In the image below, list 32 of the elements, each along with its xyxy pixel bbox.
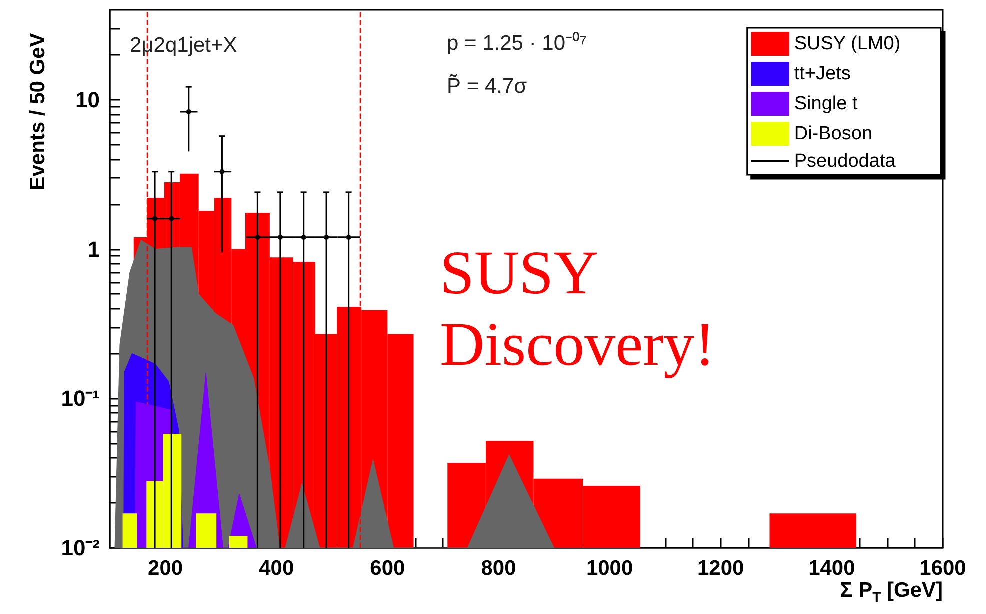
x-tick-label: 1200	[698, 557, 744, 580]
x-axis-title: Σ P$_{T}$ [GeV]	[840, 579, 943, 606]
point	[255, 234, 260, 240]
x-tick-label: 1600	[920, 557, 966, 580]
y-tick-label: 10	[76, 87, 100, 112]
point	[346, 234, 352, 240]
point	[301, 234, 306, 240]
legend-label: tt+Jets	[794, 64, 851, 84]
point	[278, 234, 283, 240]
x-tick-label: 1400	[808, 557, 856, 580]
y-tick-label: 1	[88, 236, 100, 262]
annotation: SUSY Discovery!	[440, 240, 716, 379]
legend-label: SUSY (LM0)	[794, 34, 901, 54]
x-tick-label: 400	[259, 557, 294, 580]
y-axis-title: Events / 50 GeV	[26, 33, 50, 191]
annotation: P̃ = 4.7σ	[447, 74, 528, 98]
annotation: p = 1.25 · 10⁻⁰⁷	[447, 32, 588, 55]
legend-label: Pseudodata	[794, 151, 896, 172]
point	[152, 216, 158, 222]
y-tick-label: 10⁻²	[61, 536, 100, 560]
point	[220, 169, 225, 174]
x-tick-label: 200	[148, 557, 184, 580]
legend-label: Di-Boson	[794, 124, 873, 144]
x-tick-label: 600	[370, 557, 406, 580]
x-tick-label: 1000	[586, 557, 634, 580]
point	[324, 234, 330, 240]
point	[186, 110, 192, 115]
y-tick-label: 10⁻¹	[61, 386, 100, 412]
x-tick-label: 800	[481, 557, 516, 580]
legend-label: Single t	[794, 94, 858, 114]
point	[169, 216, 174, 222]
annotation: 2μ2q1jet+X	[130, 34, 238, 57]
